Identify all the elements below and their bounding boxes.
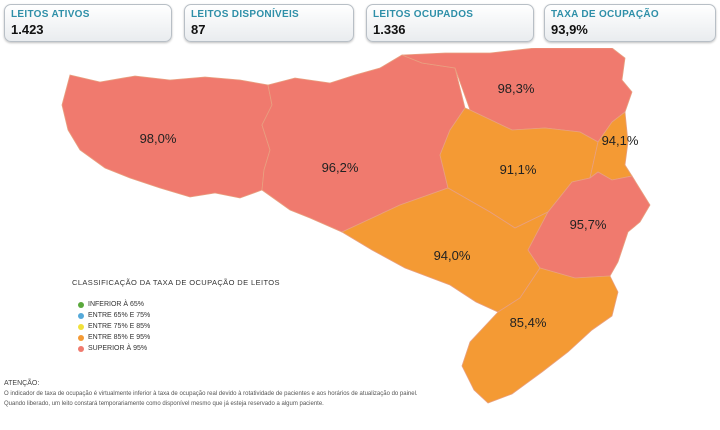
legend-item: ENTRE 75% E 85%	[78, 321, 280, 332]
card-label: TAXA DE OCUPAÇÃO	[551, 9, 659, 20]
legend-swatch	[78, 334, 84, 341]
legend-item-label: ENTRE 65% E 75%	[88, 312, 151, 319]
legend-item-label: ENTRE 75% E 85%	[88, 323, 151, 330]
card-leitos-ativos: LEITOS ATIVOS 1.423	[4, 4, 172, 42]
legend-swatch	[78, 323, 84, 330]
notes-heading: ATENÇÃO:	[4, 380, 40, 387]
region-rate-label: 85,4%	[510, 315, 547, 330]
legend-item-label: INFERIOR À 65%	[88, 301, 145, 308]
legend-item: SUPERIOR À 95%	[78, 343, 280, 354]
legend-swatch	[78, 345, 84, 352]
region-sul[interactable]	[461, 267, 619, 404]
region-rate-label: 95,7%	[570, 217, 607, 232]
card-leitos-ocupados: LEITOS OCUPADOS 1.336	[366, 4, 534, 42]
legend-item: ENTRE 85% E 95%	[78, 332, 280, 343]
region-rate-label: 98,0%	[140, 131, 177, 146]
legend-item-label: SUPERIOR À 95%	[88, 345, 148, 352]
card-label: LEITOS ATIVOS	[11, 9, 90, 20]
card-leitos-disponiveis: LEITOS DISPONÍVEIS 87	[184, 4, 354, 42]
notes-line: O indicador de taxa de ocupação é virtua…	[4, 391, 418, 397]
card-value: 1.336	[373, 22, 406, 37]
legend-item-label: ENTRE 85% E 95%	[88, 334, 151, 341]
card-label: LEITOS OCUPADOS	[373, 9, 474, 20]
region-rate-label: 98,3%	[498, 81, 535, 96]
legend-title: CLASSIFICAÇÃO DA TAXA DE OCUPAÇÃO DE LEI…	[72, 278, 280, 287]
region-rate-label: 91,1%	[500, 162, 537, 177]
card-value: 93,9%	[551, 22, 588, 37]
legend-item: INFERIOR À 65%	[78, 299, 280, 310]
region-rate-label: 94,1%	[602, 133, 639, 148]
region-rate-label: 94,0%	[434, 248, 471, 263]
card-value: 87	[191, 22, 206, 37]
attention-notes: ATENÇÃO: O indicador de taxa de ocupação…	[4, 380, 704, 407]
notes-line: Quando liberado, um leito constará tempo…	[4, 401, 324, 407]
state-map: 98,0% 96,2% 98,3% 91,1% 94,1% 94,0% 95,7…	[61, 48, 651, 404]
summary-cards: LEITOS ATIVOS 1.423 LEITOS DISPONÍVEIS 8…	[4, 4, 716, 46]
region-grande-florianopolis[interactable]	[527, 171, 651, 279]
card-value: 1.423	[11, 22, 44, 37]
legend-item: ENTRE 65% E 75%	[78, 310, 280, 321]
card-label: LEITOS DISPONÍVEIS	[191, 9, 300, 20]
legend-swatch	[78, 312, 84, 319]
region-rate-label: 96,2%	[322, 160, 359, 175]
legend-swatch	[78, 301, 84, 308]
card-taxa-ocupacao: TAXA DE OCUPAÇÃO 93,9%	[544, 4, 716, 42]
legend: CLASSIFICAÇÃO DA TAXA DE OCUPAÇÃO DE LEI…	[72, 278, 280, 354]
